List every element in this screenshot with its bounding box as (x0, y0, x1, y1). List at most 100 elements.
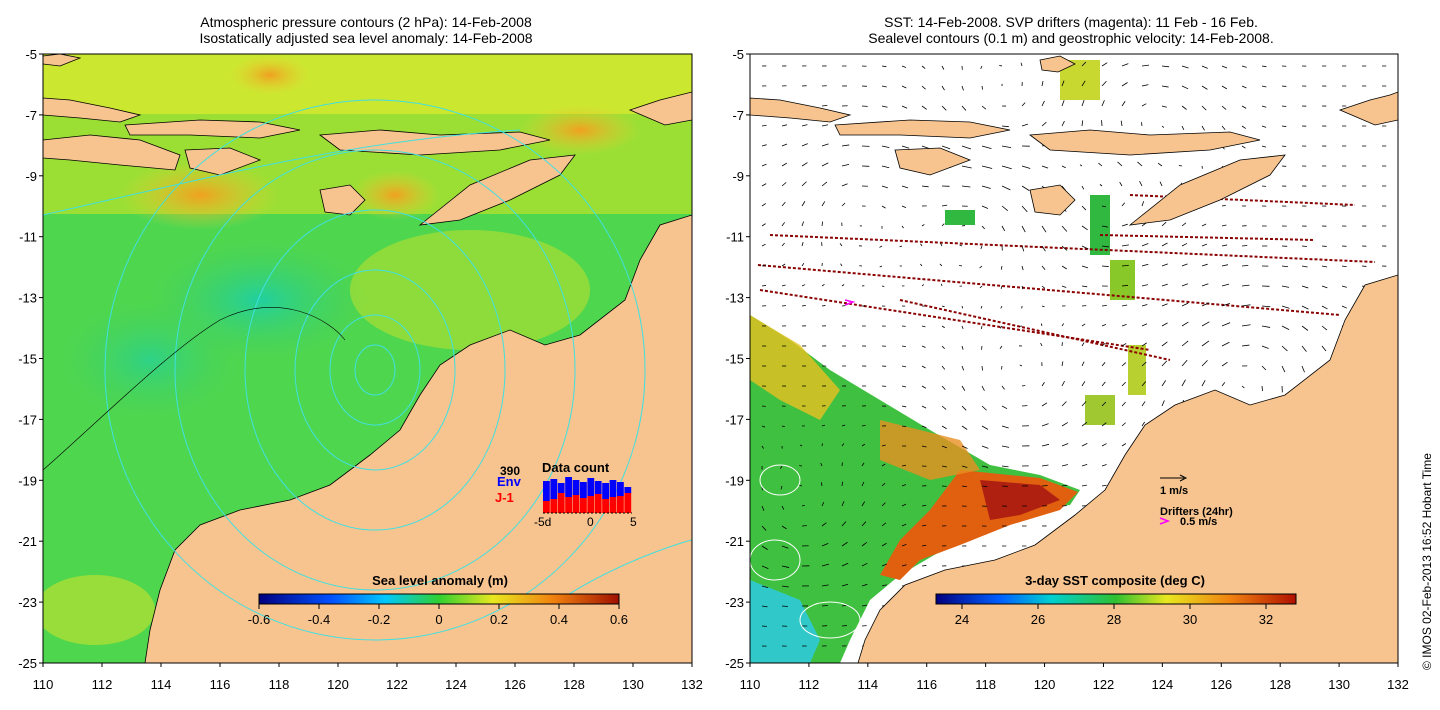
velocity-arrow (881, 165, 890, 169)
velocity-arrow (1221, 105, 1227, 110)
island-flores (1028, 129, 1261, 156)
velocity-arrow (1261, 65, 1267, 68)
velocity-arrow (881, 482, 886, 487)
lon-tick-label: 118 (269, 677, 290, 692)
velocity-arrow (921, 365, 926, 369)
velocity-arrow (1021, 123, 1029, 127)
velocity-arrow (1081, 61, 1087, 67)
velocity-arrow (1001, 205, 1009, 211)
velocity-arrow (1181, 85, 1189, 90)
velocity-arrow (781, 284, 786, 287)
velocity-arrow (1221, 361, 1228, 367)
drifter-arrow-icon (1159, 517, 1171, 525)
velocity-arrow (1041, 485, 1048, 487)
velocity-arrow (781, 143, 788, 147)
colorbar-tick-label: 26 (1031, 612, 1045, 627)
velocity-arrow (781, 182, 787, 187)
velocity-arrow (861, 462, 865, 467)
velocity-arrow (1021, 185, 1030, 191)
velocity-arrow (981, 205, 989, 209)
velocity-arrow (1101, 422, 1107, 427)
velocity-arrow (921, 65, 926, 69)
velocity-arrow (1281, 305, 1290, 309)
velocity-arrow (761, 285, 767, 287)
velocity-arrow (881, 285, 885, 287)
velocity-arrow (1321, 305, 1328, 310)
velocity-arrow (1081, 285, 1088, 288)
velocity-arrow (1181, 321, 1189, 327)
velocity-arrow (961, 225, 966, 227)
velocity-arrow (941, 345, 945, 349)
velocity-arrow (901, 405, 907, 408)
right-title-line2: Sealevel contours (0.1 m) and geostrophi… (868, 30, 1274, 46)
velocity-arrow (941, 385, 946, 390)
velocity-arrow (761, 505, 765, 511)
velocity-arrow (761, 525, 767, 531)
sla-positive-anomaly (350, 170, 440, 220)
velocity-arrow (1221, 65, 1228, 69)
lat-tick-label: -23 (725, 595, 744, 610)
right-panel-title: SST: 14-Feb-2008. SVP drifters (magenta)… (745, 14, 1397, 46)
velocity-arrow (1081, 381, 1086, 387)
velocity-arrow (1081, 342, 1085, 347)
velocity-arrow (1181, 243, 1188, 247)
island-tanimbar (1338, 91, 1398, 126)
velocity-arrow (1098, 162, 1103, 167)
velocity-arrow (1141, 284, 1148, 287)
velocity-arrow (881, 185, 888, 189)
velocity-arrow (861, 604, 868, 607)
inset-env-bar (543, 481, 550, 501)
velocity-arrow (1161, 65, 1170, 68)
velocity-arrow (941, 283, 943, 287)
colorbar-tick-label: 28 (1107, 612, 1121, 627)
velocity-arrow (1101, 81, 1107, 87)
velocity-arrow (1001, 145, 1012, 148)
velocity-arrow (761, 144, 767, 147)
velocity-arrow (820, 462, 823, 467)
velocity-arrow (881, 502, 886, 507)
inset-env-bar (594, 481, 602, 494)
velocity-arrow (1101, 381, 1106, 387)
velocity-arrow (1181, 340, 1189, 347)
velocity-arrow (941, 405, 947, 410)
velocity-arrow (901, 425, 907, 427)
velocity-arrow (1281, 365, 1286, 373)
velocity-arrow (1040, 342, 1043, 347)
velocity-arrow (981, 185, 991, 189)
velocity-arrow (961, 385, 966, 391)
velocity-arrow (1261, 105, 1267, 108)
velocity-arrow (1141, 381, 1147, 387)
velocity-arrow (781, 545, 789, 549)
velocity-arrow (1061, 422, 1068, 427)
velocity-arrow (761, 545, 768, 550)
sla-positive-anomaly (520, 105, 640, 155)
velocity-arrow (1041, 245, 1046, 252)
island-java (43, 134, 181, 171)
velocity-arrow (961, 305, 964, 309)
velocity-arrow (939, 263, 943, 267)
velocity-arrow (1021, 265, 1024, 271)
velocity-arrow (780, 485, 783, 490)
velocity-arrow (1301, 365, 1305, 373)
velocity-arrow (841, 443, 845, 447)
island-sumba (1029, 184, 1076, 216)
velocity-arrow (961, 405, 967, 411)
velocity-arrow (1081, 421, 1088, 427)
velocity-arrow (1021, 385, 1026, 387)
island-sumbawa (894, 147, 972, 176)
velocity-arrow (1101, 443, 1107, 447)
velocity-arrow (941, 465, 947, 468)
velocity-arrow (999, 65, 1003, 67)
velocity-arrow (1081, 205, 1087, 211)
velocity-arrow (761, 243, 766, 247)
velocity-arrow (1041, 382, 1045, 387)
velocity-arrow (1241, 344, 1250, 347)
velocity-arrow (1021, 225, 1026, 233)
velocity-arrow (761, 124, 767, 127)
velocity-arrow (801, 124, 808, 127)
velocity-arrow (1021, 245, 1025, 252)
velocity-arrow (941, 223, 945, 227)
velocity-arrow (821, 201, 826, 207)
lon-tick-label: 126 (1210, 677, 1232, 692)
sst-patch (1090, 195, 1110, 255)
